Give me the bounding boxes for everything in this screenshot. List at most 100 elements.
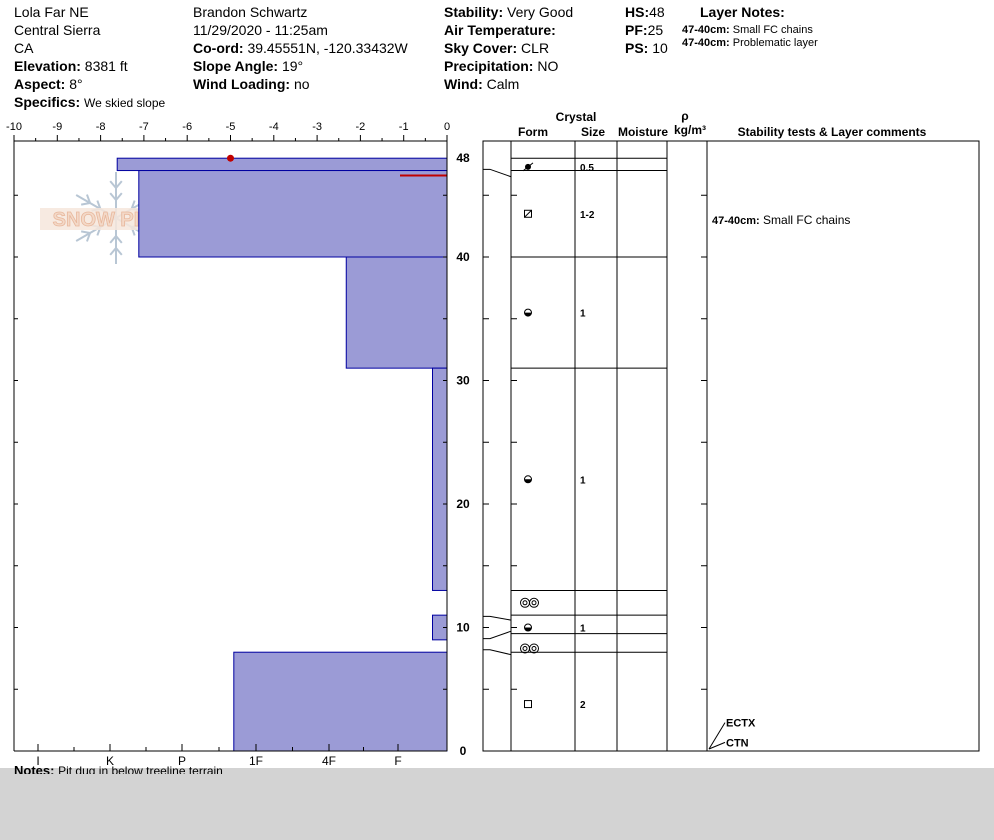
logo-flake-branch — [80, 230, 91, 234]
moisture-header: Moisture — [618, 125, 668, 139]
hardness-layer-bar — [233, 651, 448, 752]
hardness-tick-label: 4F — [322, 754, 336, 768]
sky-value: CLR — [521, 40, 550, 56]
hs-row: HS:48 — [625, 3, 665, 21]
sky-label: Sky Cover: — [444, 40, 518, 56]
aspect-row: Aspect: 8° — [14, 75, 83, 93]
logo-flake-branch — [80, 202, 91, 206]
crystal-form-icon — [524, 308, 532, 317]
temperature-tick-label: -5 — [226, 121, 236, 133]
logo-flake-branch — [96, 200, 102, 210]
elevation-row: Elevation: 8381 ft — [14, 57, 128, 75]
hardness-layer-bar — [432, 367, 448, 591]
temperature-tick-label: -2 — [356, 121, 366, 133]
layer-comment: 47-40cm: Small FC chains — [712, 213, 850, 227]
pf-row: PF:25 — [625, 21, 663, 39]
temperature-tick-label: -3 — [312, 121, 322, 133]
stability-test-pointer — [708, 741, 726, 750]
crystal-form-icon — [524, 209, 532, 218]
wind-value: Calm — [486, 76, 520, 92]
elevation-value: 8381 ft — [84, 58, 128, 74]
layer-comment-range: 47-40cm: — [712, 215, 760, 227]
hardness-tick-label: F — [394, 754, 401, 768]
logo-flake-branch — [130, 200, 136, 210]
stability-test-label: CTN — [726, 737, 749, 749]
crystal-glyph — [529, 643, 539, 654]
crystal-size-label: 2 — [580, 700, 586, 711]
wind-row: Wind: Calm — [444, 75, 519, 93]
hardness-tick-label: K — [106, 754, 114, 768]
slope-row: Slope Angle: 19° — [193, 57, 303, 75]
crystal-form-icon — [524, 475, 532, 484]
hardness-tick-label: P — [178, 754, 186, 768]
precip-value: NO — [537, 58, 559, 74]
crystal-form-icon — [522, 162, 534, 172]
temperature-point — [227, 154, 234, 162]
logo-flake-branch — [109, 247, 117, 256]
hs-label: HS: — [625, 4, 650, 20]
observation-datetime: 11/29/2020 - 11:25am — [193, 22, 328, 38]
crystal-glyph — [522, 162, 534, 172]
crystal-glyph — [531, 645, 537, 651]
layer-note: 47-40cm: Small FC chains — [682, 24, 813, 36]
stability-test-pointer — [708, 722, 726, 750]
crystal-form-icon — [520, 643, 539, 654]
layer-connector-line — [483, 630, 512, 640]
pf-value: 25 — [647, 22, 664, 38]
aspect-label: Aspect: — [14, 76, 66, 92]
slope-value: 19° — [281, 58, 304, 74]
air-temp-label: Air Temperature: — [444, 22, 556, 38]
right-panel-border — [482, 140, 980, 752]
wind-loading-value: no — [293, 76, 310, 92]
height-tick-label: 20 — [456, 497, 470, 511]
elevation-label: Elevation: — [14, 58, 81, 74]
ps-value: 10 — [652, 40, 668, 56]
height-tick-label: 40 — [456, 250, 470, 264]
layer-note: 47-40cm: Problematic layer — [682, 37, 818, 49]
observer-name: Brandon Schwartz — [193, 4, 308, 20]
temperature-tick-label: -4 — [269, 121, 279, 133]
notes-text: Pit dug in below treeline terrain — [58, 766, 223, 774]
pf-label: PF: — [625, 22, 648, 38]
stability-value: Very Good — [507, 4, 574, 20]
crystal-glyph — [524, 479, 532, 483]
specifics-label: Specifics: — [14, 94, 81, 110]
temperature-tick-label: -6 — [182, 121, 192, 133]
coord-label: Co-ord: — [193, 40, 244, 56]
height-tick-label: 10 — [456, 621, 470, 635]
slope-label: Slope Angle: — [193, 58, 279, 74]
layer-connector-line — [483, 168, 512, 178]
logo-flake-branch — [109, 192, 117, 201]
crystal-glyph — [524, 209, 532, 218]
crystal-glyph — [531, 600, 537, 606]
hardness-tick-label: 1F — [249, 754, 263, 768]
footer-background — [0, 768, 994, 840]
crystal-glyph — [524, 627, 532, 631]
crystal-form-icon — [520, 597, 539, 608]
crystal-header: Crystal — [556, 110, 597, 124]
temperature-tick-label: -7 — [139, 121, 149, 133]
stability-label: Stability: — [444, 4, 504, 20]
size-header: Size — [581, 125, 605, 139]
wind-loading-row: Wind Loading: no — [193, 75, 310, 93]
crystal-size-label: 0.5 — [580, 163, 594, 174]
density-rho-header: ρ — [681, 109, 688, 123]
stability-test-label: ECTX — [726, 718, 756, 730]
crystal-glyph — [522, 600, 528, 606]
temperature-tick-label: -9 — [52, 121, 62, 133]
temperature-tick-label: -1 — [399, 121, 409, 133]
logo-flake-branch — [115, 235, 123, 244]
crystal-glyph — [529, 597, 539, 608]
temperature-tick-label: -8 — [96, 121, 106, 133]
hardness-layer-bar — [345, 256, 448, 369]
hardness-layer-bar — [138, 170, 448, 258]
crystal-glyph — [524, 209, 532, 218]
logo-flake-branch — [109, 180, 117, 189]
wind-loading-label: Wind Loading: — [193, 76, 291, 92]
crystal-size-label: 1 — [580, 475, 586, 486]
state-name: CA — [14, 40, 34, 56]
logo-flake-branch — [86, 194, 91, 204]
hardness-layer-bar — [116, 157, 448, 172]
layer-notes-title: Layer Notes: — [700, 4, 785, 20]
